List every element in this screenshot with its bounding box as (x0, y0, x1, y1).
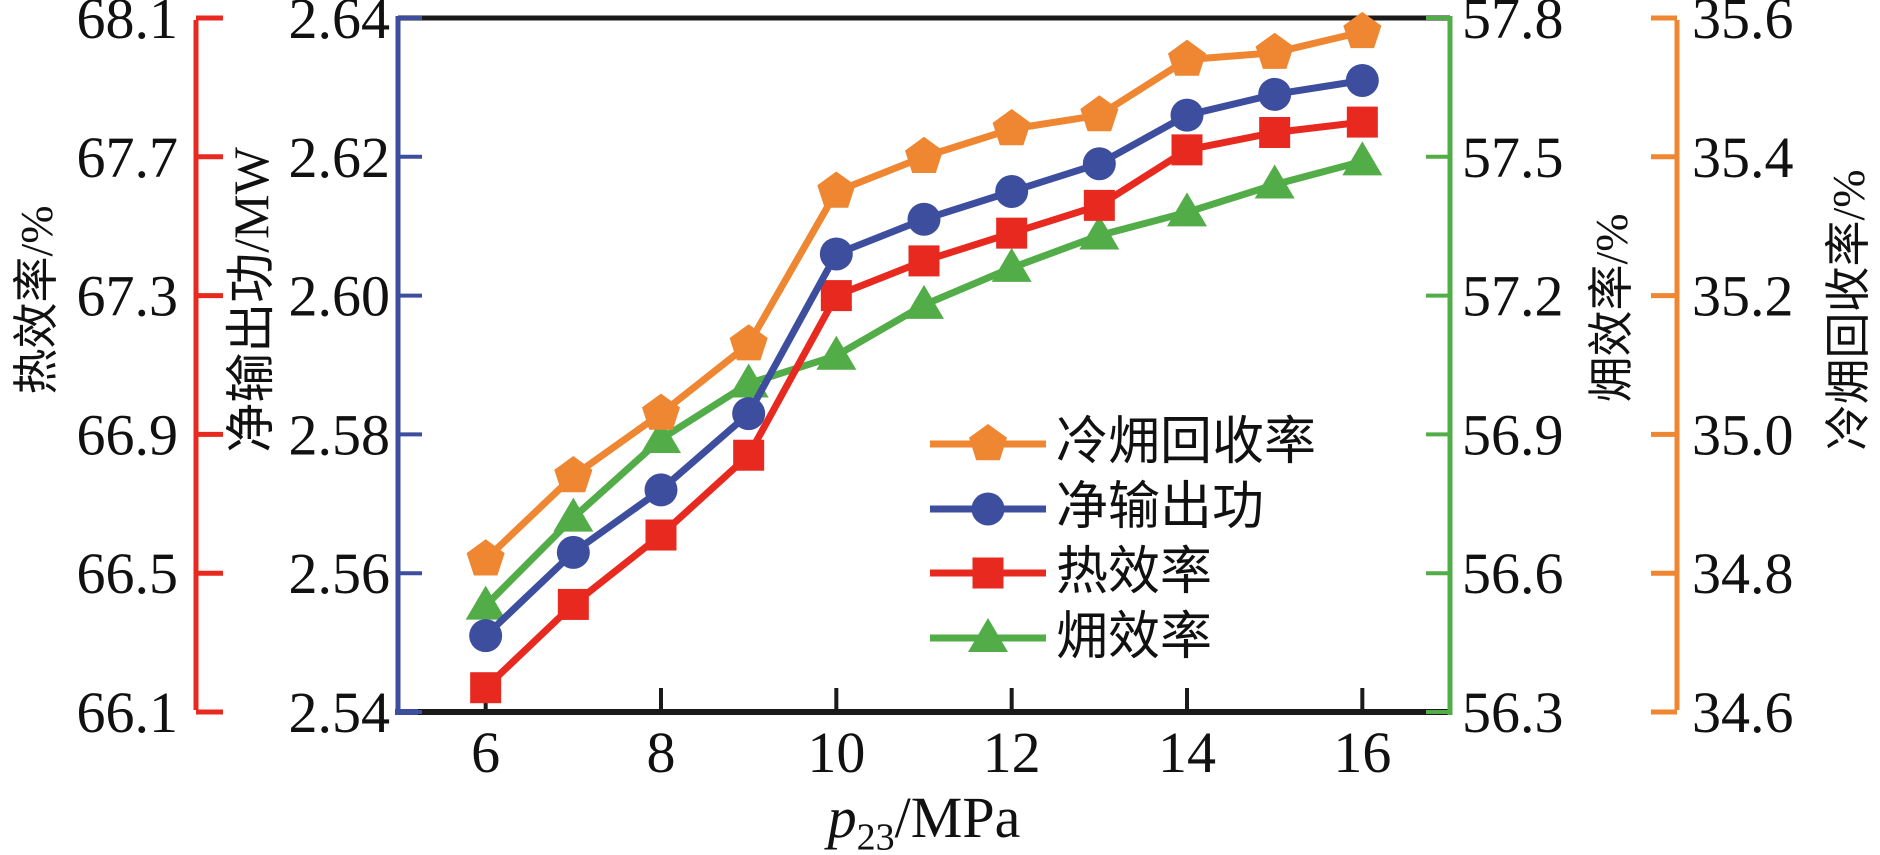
exergy-tick-label: 57.2 (1462, 264, 1564, 329)
series-marker-power (819, 237, 853, 271)
series-marker-exergy (1342, 141, 1383, 176)
series-marker-thermal (908, 245, 940, 277)
series-marker-power (732, 397, 766, 431)
x-tick-label: 14 (1158, 720, 1216, 785)
series-marker-thermal (557, 588, 589, 620)
exergy-tick-label: 57.8 (1462, 0, 1564, 51)
series-marker-power (469, 619, 503, 653)
exergy-tick-label: 56.6 (1462, 541, 1564, 606)
cold-tick-label: 35.4 (1692, 125, 1794, 190)
x-tick-label: 6 (471, 720, 500, 785)
axis-title-thermal-efficiency: 热效率/% (11, 205, 62, 395)
series-marker-thermal (1259, 117, 1291, 149)
thermal-tick-label: 67.7 (77, 125, 179, 190)
series-marker-cold (729, 324, 768, 361)
x-tick-label: 8 (647, 720, 676, 785)
x-title-symbol: p (827, 785, 857, 850)
cold-tick-label: 34.6 (1692, 680, 1794, 745)
series-marker-power (1082, 147, 1116, 181)
cold-tick-label: 34.8 (1692, 541, 1794, 606)
cold-tick-label: 35.2 (1692, 264, 1794, 329)
exergy-tick-label: 56.9 (1462, 402, 1564, 467)
series-marker-power (1345, 63, 1379, 97)
thermal-tick-label: 66.5 (77, 541, 179, 606)
x-tick-label: 12 (983, 720, 1041, 785)
series-marker-thermal (645, 519, 677, 551)
axis-title-cold-exergy-recovery: 冷㶲回收率/% (1823, 169, 1874, 451)
power-tick-label: 2.56 (289, 541, 391, 606)
series-marker-thermal (733, 439, 765, 471)
series-marker-cold (905, 136, 943, 173)
thermal-tick-label: 66.1 (77, 680, 179, 745)
series-marker-cold (466, 539, 505, 576)
legend-label-thermal-efficiency: 热效率 (1056, 544, 1213, 601)
exergy-tick-label: 57.5 (1462, 125, 1564, 190)
series-marker-cold (642, 393, 680, 430)
legend-circle-icon (971, 492, 1005, 526)
series-marker-thermal (470, 672, 502, 704)
power-tick-label: 2.54 (289, 680, 391, 745)
x-title-unit: /MPa (894, 785, 1021, 850)
series-marker-power (1170, 98, 1204, 132)
thermal-tick-label: 67.3 (77, 264, 179, 329)
x-tick-label: 10 (807, 720, 865, 785)
x-title-subscript: 23 (856, 816, 895, 855)
series-marker-thermal (820, 280, 852, 312)
series-marker-thermal (1171, 134, 1203, 166)
thermal-tick-label: 66.9 (77, 402, 179, 467)
series-marker-power (644, 473, 678, 507)
power-tick-label: 2.62 (289, 125, 391, 190)
series-marker-cold (1255, 32, 1294, 69)
exergy-tick-label: 56.3 (1462, 680, 1564, 745)
cold-tick-label: 35.6 (1692, 0, 1794, 51)
series-marker-exergy (816, 335, 857, 370)
series-marker-cold (1080, 95, 1119, 132)
series-marker-thermal (996, 217, 1028, 249)
series-marker-power (907, 202, 941, 236)
series-marker-thermal (1346, 106, 1378, 138)
legend-triangle-icon (968, 618, 1008, 652)
axis-title-exergy-efficiency: 㶲效率/% (1586, 213, 1637, 403)
axis-title-net-power: 净输出功/MW (223, 147, 279, 453)
series-marker-thermal (1083, 189, 1115, 221)
series-marker-power (556, 535, 590, 569)
series-marker-exergy (991, 247, 1032, 282)
series-marker-exergy (465, 585, 506, 620)
power-tick-label: 2.64 (289, 0, 391, 51)
x-tick-label: 16 (1333, 720, 1391, 785)
series-marker-power (1258, 77, 1292, 111)
series-marker-cold (817, 171, 856, 208)
series-marker-cold (1343, 11, 1382, 49)
power-tick-label: 2.60 (289, 264, 391, 329)
series-marker-cold (554, 456, 593, 493)
legend-pentagon-icon (969, 424, 1007, 461)
thermal-tick-label: 68.1 (77, 0, 179, 51)
series-marker-exergy (553, 497, 594, 532)
x-axis-title: p23/MPa (827, 784, 1021, 855)
series-marker-exergy (1254, 164, 1295, 199)
series-marker-power (995, 175, 1029, 208)
series-marker-exergy (641, 419, 681, 454)
series-marker-cold (1168, 39, 1206, 76)
series-marker-exergy (1079, 215, 1120, 250)
cold-tick-label: 35.0 (1692, 402, 1794, 467)
legend-label-cold-exergy-recovery: 冷㶲回收率 (1056, 414, 1317, 471)
power-tick-label: 2.58 (289, 402, 391, 467)
series-marker-exergy (1167, 192, 1207, 227)
legend-square-icon (972, 557, 1004, 589)
legend-label-net-power: 净输出功 (1056, 479, 1265, 536)
series-marker-exergy (904, 284, 944, 319)
legend-label-exergy-efficiency: 㶲效率 (1056, 609, 1213, 666)
series-marker-cold (992, 109, 1031, 146)
